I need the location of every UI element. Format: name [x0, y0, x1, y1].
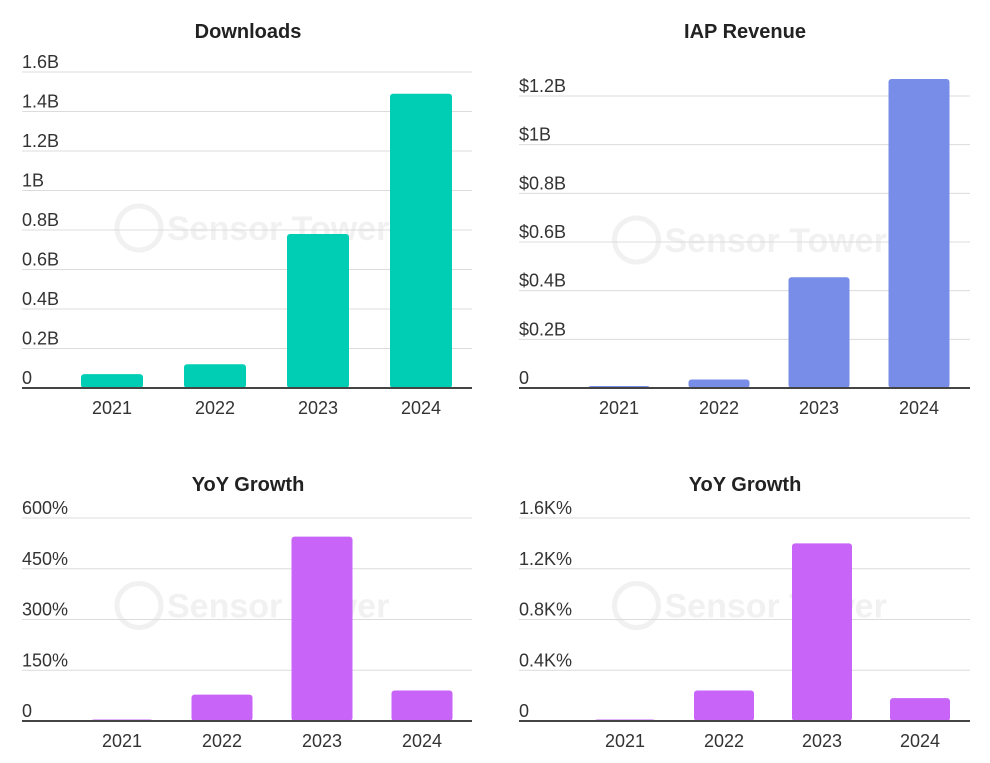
- bar-2022: [184, 364, 246, 388]
- y-tick-label: $1.2B: [519, 76, 566, 96]
- x-tick-label: 2021: [102, 731, 142, 751]
- sensor-tower-watermark: Sensor Tower: [114, 203, 389, 253]
- x-tick-label: 2023: [298, 398, 338, 418]
- y-tick-label: 0.6B: [22, 250, 59, 270]
- y-tick-label: 600%: [22, 498, 68, 518]
- y-tick-label: 1.2K%: [519, 549, 572, 569]
- watermark-text: Sensor Tower: [167, 210, 389, 248]
- watermark-logo-icon: [612, 581, 661, 630]
- x-tick-label: 2021: [605, 731, 645, 751]
- bar-2022: [191, 694, 253, 721]
- chart-title: YoY Growth: [689, 474, 802, 496]
- watermark-text: Sensor Tower: [665, 222, 887, 260]
- chart-downloads: Sensor Tower Downloads 0 0.2B 0.4B 0.6B 0.8B 1B…: [22, 21, 472, 418]
- y-tick-label: 0: [519, 701, 529, 721]
- x-tick-label: 2021: [92, 398, 132, 418]
- y-tick-label: 1.6B: [22, 52, 59, 72]
- y-tick-label: 1B: [22, 171, 44, 191]
- bar-2022: [694, 690, 754, 721]
- y-tick-label: 1.4B: [22, 92, 59, 112]
- y-tick-label: 0.2B: [22, 329, 59, 349]
- bar-2023: [792, 543, 852, 721]
- x-tick-label: 2022: [704, 731, 744, 751]
- watermark-logo-icon: [612, 215, 661, 265]
- chart-title: IAP Revenue: [684, 21, 806, 43]
- x-tick-label: 2021: [599, 398, 639, 418]
- y-tick-label: 1.6K%: [519, 498, 572, 518]
- y-tick-label: 0.8K%: [519, 600, 572, 620]
- bar-2024: [890, 698, 950, 721]
- y-tick-label: 300%: [22, 600, 68, 620]
- y-tick-label: 0.4B: [22, 289, 59, 309]
- bar-2024: [391, 690, 453, 721]
- x-tick-label: 2023: [802, 731, 842, 751]
- x-tick-label: 2022: [202, 731, 242, 751]
- watermark-logo-icon: [114, 203, 164, 253]
- y-tick-label: $0.6B: [519, 222, 566, 242]
- y-tick-label: 450%: [22, 549, 68, 569]
- chart-iap-revenue: Sensor Tower IAP Revenue 0 $0.2B $0.4B $0.6B $…: [519, 21, 970, 418]
- bar-2024: [390, 93, 452, 388]
- x-tick-label: 2024: [899, 398, 939, 418]
- x-tick-label: 2022: [699, 398, 739, 418]
- bar-2023: [291, 536, 353, 721]
- x-tick-label: 2023: [799, 398, 839, 418]
- bar-2021: [81, 374, 143, 388]
- y-tick-label: $1B: [519, 125, 551, 145]
- chart-title: YoY Growth: [192, 474, 305, 496]
- x-tick-label: 2022: [195, 398, 235, 418]
- chart-title: Downloads: [195, 21, 302, 43]
- y-tick-label: $0.4B: [519, 271, 566, 291]
- bar-2024: [888, 78, 950, 388]
- sensor-tower-watermark: Sensor Tower: [612, 215, 887, 265]
- y-tick-label: 0: [22, 368, 32, 388]
- x-tick-label: 2023: [302, 731, 342, 751]
- y-tick-label: $0.8B: [519, 173, 566, 193]
- x-tick-label: 2024: [900, 731, 940, 751]
- bar-2022: [688, 379, 750, 388]
- y-tick-label: 0: [519, 368, 529, 388]
- y-tick-label: 0.4K%: [519, 650, 572, 670]
- x-tick-label: 2024: [402, 731, 442, 751]
- y-tick-label: 150%: [22, 650, 68, 670]
- bar-2023: [287, 233, 349, 388]
- y-tick-label: $0.2B: [519, 319, 566, 339]
- bar-2023: [788, 277, 850, 388]
- y-tick-label: 1.2B: [22, 131, 59, 151]
- y-tick-label: 0: [22, 701, 32, 721]
- y-tick-label: 0.8B: [22, 210, 59, 230]
- x-tick-label: 2024: [401, 398, 441, 418]
- watermark-logo-icon: [114, 581, 164, 630]
